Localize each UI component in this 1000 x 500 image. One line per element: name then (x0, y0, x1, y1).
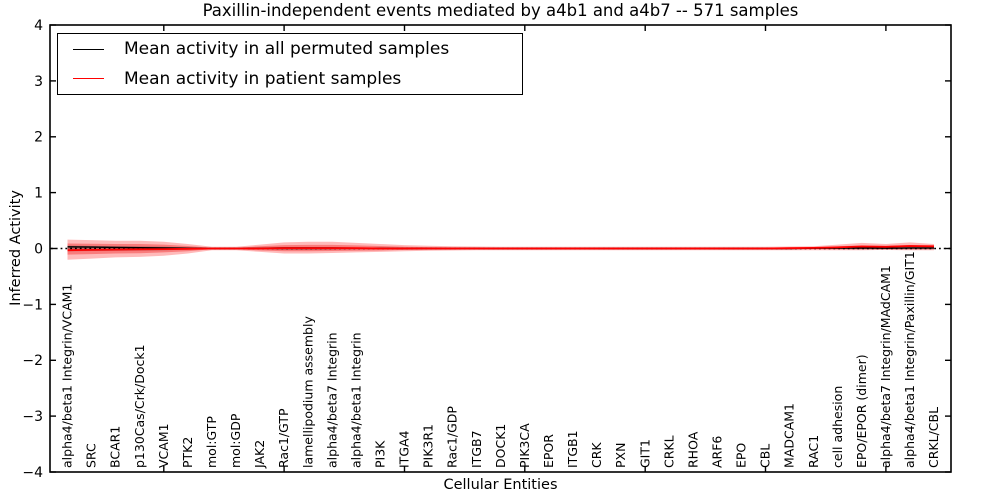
x-tick-label: EPO (734, 443, 749, 468)
x-tick-label: ITGB7 (469, 430, 484, 468)
chart-title: Paxillin-independent events mediated by … (202, 1, 799, 20)
x-tick-label: MADCAM1 (782, 403, 797, 468)
x-tick-label: PXN (613, 443, 628, 468)
x-tick-label: VCAM1 (156, 423, 171, 468)
x-tick-label: p130Cas/Crk/Dock1 (132, 344, 147, 468)
legend-label: Mean activity in patient samples (124, 68, 402, 89)
x-tick-label: EPO/EPOR (dimer) (854, 354, 869, 468)
x-tick-label: alpha4/beta1 Integrin/VCAM1 (60, 284, 75, 468)
legend-item-patient: Mean activity in patient samples (58, 64, 522, 93)
x-tick-label: mol:GDP (228, 413, 243, 468)
patient-band-outer (67, 239, 934, 260)
y-tick-label: 4 (34, 18, 43, 34)
y-tick-label: −1 (22, 297, 43, 313)
x-tick-label: PTK2 (180, 437, 195, 468)
x-tick-label: CRKL/CBL (926, 407, 941, 468)
x-tick-label: RHOA (685, 431, 700, 468)
patient-mean-line (67, 245, 935, 252)
y-axis-label: Inferred Activity (8, 190, 24, 306)
x-tick-label: GIT1 (637, 439, 652, 468)
x-tick-label: EPOR (541, 434, 556, 468)
x-tick-label: RAC1 (806, 435, 821, 468)
legend: Mean activity in all permuted samples Me… (57, 33, 523, 95)
y-tick-label: 0 (34, 241, 43, 257)
x-tick-label: JAK2 (252, 440, 267, 469)
x-tick-label: alpha4/beta1 Integrin (348, 332, 363, 468)
x-tick-label: ARF6 (710, 436, 725, 468)
y-tick-label: −2 (22, 353, 43, 369)
x-tick-label: PIK3CA (517, 423, 532, 468)
x-tick-label: mol:GTP (204, 416, 219, 468)
x-tick-label: PIK3R1 (421, 424, 436, 468)
x-tick-label: alpha4/beta7 Integrin (324, 332, 339, 468)
x-tick-label: PI3K (373, 440, 388, 468)
y-tick-label: 1 (34, 186, 43, 202)
x-tick-label: DOCK1 (493, 424, 508, 468)
x-tick-label: lamellipodium assembly (300, 316, 315, 468)
red-line-swatch-icon (73, 78, 104, 80)
x-tick-label: CRK (589, 442, 604, 468)
x-tick-label: cell adhesion (830, 386, 845, 468)
y-tick-label: 3 (34, 74, 43, 90)
y-tick-label: −3 (22, 409, 43, 425)
x-tick-label: alpha4/beta7 Integrin/MAdCAM1 (878, 265, 893, 468)
x-tick-label: CRKL (661, 435, 676, 468)
y-tick-label: −4 (22, 465, 43, 481)
x-tick-label: Rac1/GTP (276, 408, 291, 468)
x-tick-label: ITGA4 (397, 430, 412, 468)
x-tick-label: Rac1/GDP (445, 406, 460, 468)
y-tick-label: 2 (34, 130, 43, 146)
x-tick-label: SRC (84, 443, 99, 468)
legend-item-permuted: Mean activity in all permuted samples (58, 35, 522, 64)
black-line-swatch-icon (73, 48, 104, 50)
x-tick-label: CBL (758, 444, 773, 468)
x-tick-label: alpha4/beta1 Integrin/Paxillin/GIT1 (902, 251, 917, 468)
x-tick-label: BCAR1 (108, 426, 123, 468)
x-axis-label: Cellular Entities (443, 477, 558, 493)
x-tick-label: ITGB1 (565, 430, 580, 468)
legend-label: Mean activity in all permuted samples (124, 39, 450, 60)
